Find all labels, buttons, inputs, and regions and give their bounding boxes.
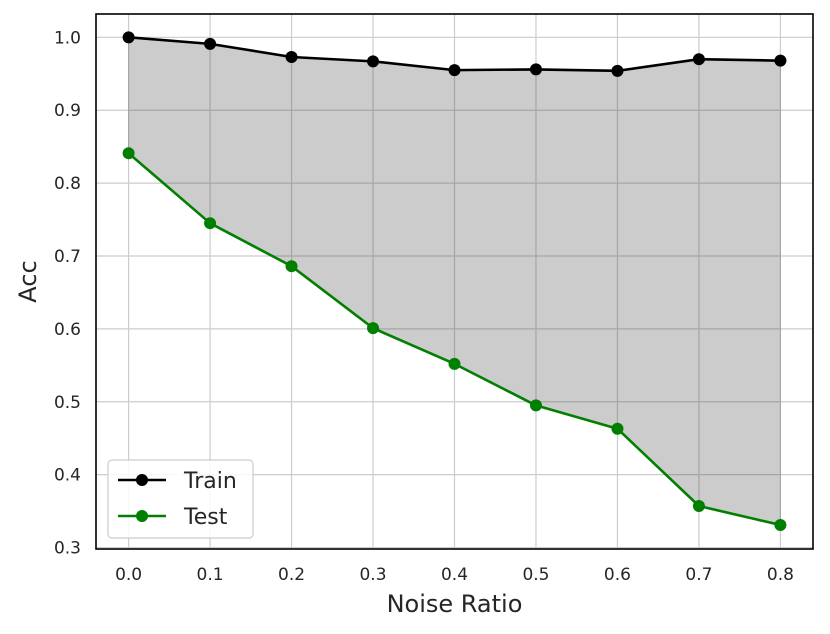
x-tick-label-3: 0.3 xyxy=(359,565,386,585)
legend-train-label: Train xyxy=(183,469,237,494)
legend: Train Test xyxy=(107,459,254,539)
train-point-2 xyxy=(285,51,298,64)
test-point-1 xyxy=(204,217,217,230)
x-tick-label-0: 0.0 xyxy=(115,565,142,585)
legend-test-label: Test xyxy=(183,505,228,530)
y-tick-label-5: 0.8 xyxy=(54,174,81,194)
y-tick-label-7: 1.0 xyxy=(54,28,81,48)
train-point-6 xyxy=(611,64,624,77)
x-tick-label-5: 0.5 xyxy=(522,565,549,585)
x-tick-label-6: 0.6 xyxy=(604,565,631,585)
y-tick-label-0: 0.3 xyxy=(54,539,81,559)
test-point-0 xyxy=(122,147,135,160)
train-point-0 xyxy=(122,31,135,44)
fill-area xyxy=(127,37,782,525)
x-tick-label-2: 0.2 xyxy=(278,565,305,585)
y-axis-label: Acc xyxy=(14,260,42,302)
test-point-8 xyxy=(774,518,787,531)
y-tick-label-2: 0.5 xyxy=(54,393,81,413)
y-tick-label-4: 0.7 xyxy=(54,247,81,267)
train-point-4 xyxy=(448,64,461,77)
test-point-7 xyxy=(692,499,705,512)
x-tick-label-7: 0.7 xyxy=(685,565,712,585)
x-tick-label-1: 0.1 xyxy=(197,565,224,585)
test-point-2 xyxy=(285,260,298,273)
x-axis-label: Noise Ratio xyxy=(387,590,523,618)
legend-train-marker xyxy=(136,474,148,486)
plot-frame xyxy=(95,13,814,550)
series-lines xyxy=(122,31,787,531)
train-point-3 xyxy=(367,55,380,68)
legend-test-marker xyxy=(136,510,148,522)
y-tick-label-6: 0.9 xyxy=(54,101,81,121)
test-point-6 xyxy=(611,422,624,435)
x-axis-ticks: 0.0 0.1 0.2 0.3 0.4 0.5 0.6 0.7 0.8 xyxy=(115,565,794,585)
train-point-1 xyxy=(204,37,217,50)
x-tick-label-4: 0.4 xyxy=(441,565,468,585)
train-point-5 xyxy=(529,63,542,76)
x-tick-label-8: 0.8 xyxy=(767,565,794,585)
train-point-7 xyxy=(692,53,705,66)
test-point-4 xyxy=(448,357,461,370)
y-axis-ticks: 0.3 0.4 0.5 0.6 0.7 0.8 0.9 1.0 xyxy=(54,28,81,558)
y-tick-label-3: 0.6 xyxy=(54,320,81,340)
train-point-8 xyxy=(774,54,787,67)
y-tick-label-1: 0.4 xyxy=(54,466,81,486)
test-point-5 xyxy=(529,399,542,412)
test-point-3 xyxy=(367,322,380,335)
